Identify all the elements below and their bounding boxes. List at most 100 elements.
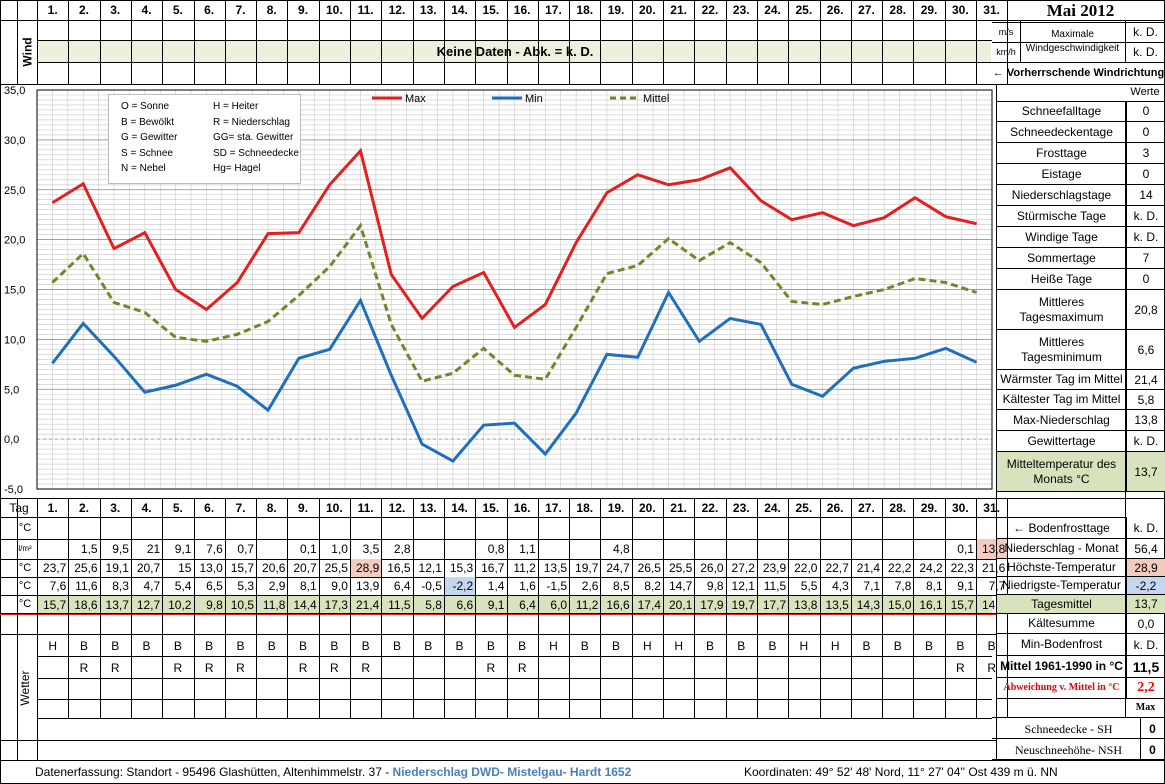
cell-max-day-26: 22,7 — [825, 561, 849, 575]
cell-weather1-day-31: B — [987, 638, 996, 653]
table-col-line — [506, 498, 508, 718]
wind-label: Wind — [21, 37, 35, 67]
bottom-stat-label: Min-Bodenfrost — [996, 634, 1126, 656]
cell-mittel-day-12: 11,5 — [388, 597, 411, 612]
row-line — [0, 559, 996, 560]
y-tick-label: 25,0 — [4, 185, 25, 197]
table-col-line — [976, 498, 977, 718]
cell-weather2-day-4 — [131, 657, 162, 678]
day-col-line — [850, 0, 852, 84]
table-col-line — [99, 498, 101, 718]
day-header-30: 30. — [951, 3, 969, 17]
cell-min-day-7: 5,3 — [237, 579, 255, 593]
row-line — [992, 717, 1165, 718]
stat-value: 0 — [1126, 164, 1165, 185]
cell-mittel-day-1: 15,7 — [42, 597, 67, 612]
unit-ms: m/s — [998, 26, 1014, 37]
cell-weather1-day-11: B — [361, 638, 370, 653]
cell-weather2-day-18 — [569, 657, 600, 678]
day-col-line — [350, 0, 351, 84]
day-col-line — [788, 0, 790, 84]
cell-max-day-14: 15,3 — [449, 561, 474, 575]
table-col-line — [475, 498, 477, 718]
col-line — [1140, 718, 1141, 760]
row-line — [992, 22, 1165, 23]
legend-code: N = Nebel — [121, 163, 166, 174]
day-header-18: 18. — [576, 3, 594, 17]
day-col-line — [694, 0, 696, 84]
table-col-line — [412, 498, 414, 718]
cell-weather2-day-25 — [788, 657, 819, 678]
stat-label: Wärmster Tag im Mittel — [996, 370, 1126, 390]
row-unit: °C — [18, 561, 32, 574]
row-line — [37, 718, 992, 719]
legend-code: R = Niederschlag — [213, 116, 290, 128]
month-title: Mai 2012 — [1046, 0, 1115, 20]
cell-weather2-day-17 — [538, 657, 569, 678]
cell-mittel-day-3: 13,7 — [105, 597, 129, 612]
table-col-line — [913, 498, 915, 718]
row-line — [996, 101, 1165, 102]
cell-precip-day-6: 7,6 — [206, 542, 223, 556]
cell-max-day-13: 12,1 — [418, 561, 442, 575]
legend-label-min: Min — [525, 93, 543, 105]
cell-max-day-29: 24,2 — [919, 561, 943, 575]
cell-weather1-day-29: B — [925, 638, 934, 653]
day-col-line — [68, 0, 70, 84]
table-col-line — [537, 498, 539, 718]
day-header-bottom-18: 18. — [576, 501, 594, 515]
cell-weather1-day-8: B — [267, 638, 276, 653]
cell-mittel-day-17: 6,0 — [550, 597, 568, 612]
cell-min-day-30: 9,1 — [957, 579, 974, 593]
col-line — [1125, 20, 1126, 62]
stat-value: 0 — [1126, 122, 1165, 143]
cell-precip-day-19: 4,8 — [613, 542, 630, 556]
day-header-4: 4. — [141, 3, 152, 17]
legend-code: G = Gewitter — [121, 132, 178, 143]
day-header-bottom-2: 2. — [78, 501, 89, 515]
cell-mittel-day-16: 6,4 — [519, 597, 536, 612]
cell-min-day-5: 5,4 — [174, 579, 192, 593]
day-header-26: 26. — [826, 3, 844, 17]
row-line — [37, 699, 992, 700]
cell-min-day-8: 2,9 — [268, 579, 286, 593]
day-col-line — [537, 0, 539, 84]
day-col-line — [944, 0, 946, 84]
cell-precip-day-9: 0,1 — [300, 542, 317, 556]
table-col-line — [882, 498, 884, 718]
cell-weather2-day-23 — [726, 657, 757, 678]
cell-mittel-day-10: 17,3 — [324, 597, 348, 612]
cell-weather1-day-28: B — [893, 638, 902, 653]
col-line — [1020, 20, 1021, 62]
day-col-line — [475, 0, 477, 84]
stat-value: 20,8 — [1126, 290, 1165, 330]
cell-max-day-4: 20,7 — [136, 561, 161, 575]
day-header-29: 29. — [920, 3, 938, 17]
cell-weather2-day-24 — [757, 657, 788, 678]
cell-weather1-day-6: B — [205, 638, 214, 653]
cell-precip-day-24 — [757, 539, 788, 559]
table-col-line — [756, 498, 758, 718]
cell-precip-day-3: 9,5 — [112, 542, 129, 556]
cell-max-day-5: 15 — [178, 561, 192, 575]
bottom-stat-label: Kältesumme — [996, 614, 1126, 634]
day-header-bottom-23: 23. — [732, 501, 750, 515]
day-col-line — [224, 0, 226, 84]
cell-weather2-day-5: R — [173, 660, 183, 675]
cell-max-day-22: 26,0 — [700, 561, 724, 575]
cell-weather2-day-26 — [820, 657, 851, 678]
cell-precip-day-15: 0,8 — [487, 542, 505, 556]
cell-max-day-17: 13,5 — [543, 561, 568, 575]
cell-min-day-4: 4,7 — [143, 579, 161, 593]
bottom-stat-value: 0,0 — [1126, 614, 1165, 634]
cell-precip-day-1 — [37, 539, 68, 559]
cell-weather2-day-28 — [882, 657, 913, 678]
bottom-stat-label: Tagesmittel — [996, 595, 1126, 614]
cell-weather1-day-13: B — [424, 638, 433, 653]
stat-value: 0 — [1126, 101, 1165, 122]
footer-coordinates: Koordinaten: 49° 52' 48' Nord, 11° 27' 0… — [744, 765, 1058, 779]
row-line — [992, 738, 1165, 739]
day-col-line — [506, 0, 508, 84]
day-header-6: 6. — [204, 3, 215, 17]
day-header-1: 1. — [47, 3, 58, 17]
